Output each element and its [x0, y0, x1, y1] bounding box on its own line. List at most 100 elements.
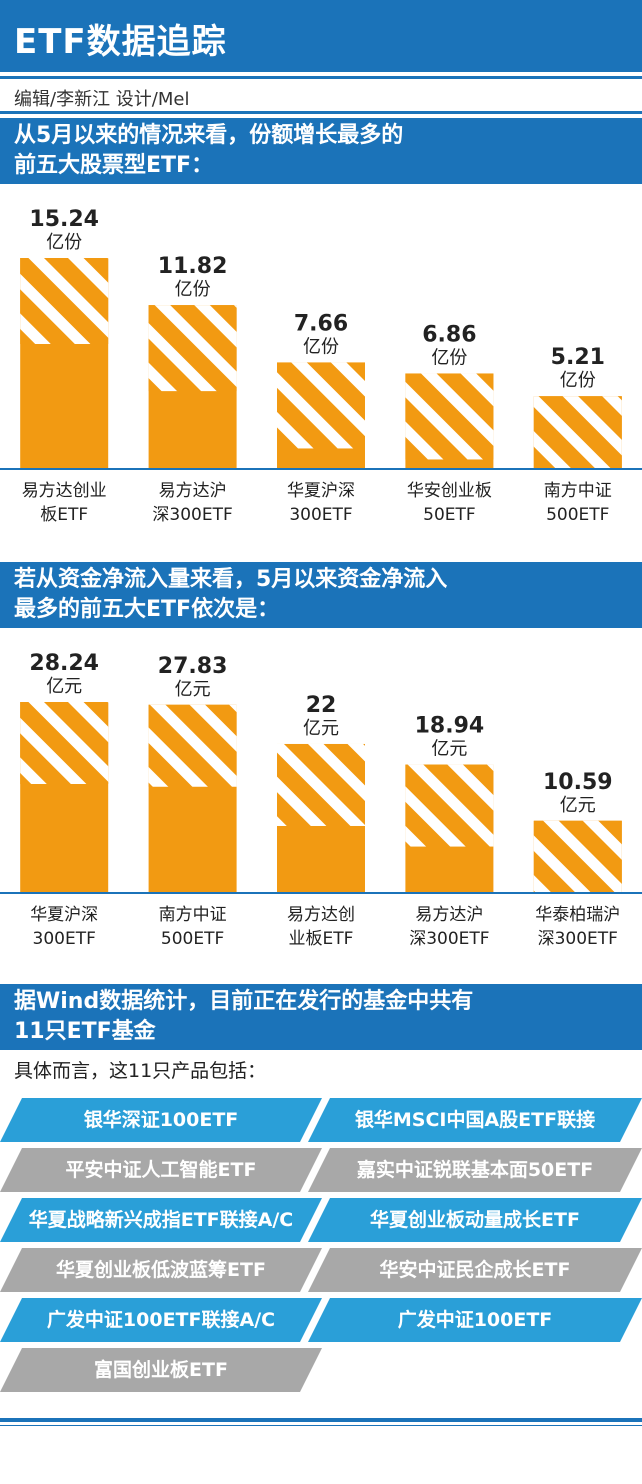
fund-list-item: 广发中证100ETF联接A/C: [0, 1298, 322, 1342]
fund-name: 华夏创业板动量成长ETF: [370, 1209, 580, 1231]
title-divider: [0, 76, 642, 79]
fund-list-item: 银华MSCI中国A股ETF联接: [308, 1098, 642, 1142]
category-label: 深300ETF: [409, 929, 489, 949]
bar-stripe-cap: [277, 743, 365, 826]
fund-name: 银华MSCI中国A股ETF联接: [354, 1109, 596, 1131]
fund-item-background: [0, 1348, 322, 1392]
fund-item-background: [308, 1248, 642, 1292]
net-inflow-bar-chart: 28.24亿元华夏沪深300ETF27.83亿元南方中证500ETF22亿元易方…: [0, 651, 642, 949]
fund-list-intro: 具体而言，这11只产品包括：: [14, 1060, 267, 1082]
category-label: 300ETF: [289, 505, 352, 525]
value-label: 22: [306, 693, 337, 718]
bar-stripe-cap: [148, 704, 237, 787]
value-label: 5.21: [551, 345, 605, 370]
value-label: 27.83: [158, 654, 228, 679]
fund-list-item: 广发中证100ETF: [308, 1298, 642, 1342]
fund-list-item: 银华深证100ETF: [0, 1098, 322, 1142]
bar-stripe-cap: [20, 702, 109, 784]
section1-heading-line1: 从5月以来的情况来看，份额增长最多的: [14, 123, 404, 148]
bottom-divider-thin: [0, 1425, 642, 1426]
section3-heading-line1: 据Wind数据统计，目前正在发行的基金中共有: [14, 989, 474, 1014]
fund-item-background: [0, 1298, 322, 1342]
credits-divider: [0, 111, 642, 114]
unit-label: 亿份: [303, 336, 339, 357]
fund-list-item: 华夏创业板低波蓝筹ETF: [0, 1248, 322, 1292]
fund-item-background: [308, 1298, 642, 1342]
fund-item-background: [308, 1198, 642, 1242]
fund-item-background: [0, 1098, 322, 1142]
fund-list-item: 华夏战略新兴成指ETF联接A/C: [0, 1198, 322, 1242]
credits-line: 编辑/李新江 设计/Mel: [14, 89, 190, 110]
bar-stripe-cap: [148, 305, 237, 392]
fund-list-item: 嘉实中证锐联基本面50ETF: [308, 1148, 642, 1192]
fund-list-item: 平安中证人工智能ETF: [0, 1148, 322, 1192]
bar-stripe-cap: [20, 258, 109, 344]
section2-heading-line2: 最多的前五大ETF依次是：: [14, 597, 280, 622]
unit-label: 亿份: [560, 370, 596, 391]
category-label: 深300ETF: [538, 929, 618, 949]
fund-list: 银华深证100ETF 银华MSCI中国A股ETF联接平安中证人工智能ETF 嘉实中证…: [0, 1098, 642, 1408]
fund-item-background: [0, 1248, 322, 1292]
category-label: 300ETF: [33, 929, 96, 949]
bottom-divider: [0, 1418, 642, 1422]
category-label: 易方达创业: [22, 481, 107, 501]
category-label: 南方中证: [544, 481, 612, 501]
category-label: 易方达沪: [159, 481, 227, 501]
unit-label: 亿元: [46, 676, 82, 697]
value-label: 7.66: [294, 311, 348, 336]
fund-name: 华安中证民企成长ETF: [379, 1259, 571, 1281]
section3-heading-line2: 11只ETF基金: [14, 1019, 156, 1044]
fund-list-item: 富国创业板ETF: [0, 1348, 322, 1392]
unit-label: 亿元: [175, 679, 211, 700]
unit-label: 亿元: [431, 739, 467, 760]
fund-list-item: 华夏创业板动量成长ETF: [308, 1198, 642, 1242]
category-label: 易方达沪: [415, 905, 483, 925]
section2-heading-line1: 若从资金净流入量来看，5月以来资金净流入: [14, 567, 448, 592]
category-label: 华夏沪深: [287, 481, 355, 501]
fund-list-item: 华安中证民企成长ETF: [308, 1248, 642, 1292]
category-label: 深300ETF: [152, 505, 232, 525]
category-label: 易方达创: [287, 905, 355, 925]
fund-item-background: [0, 1148, 322, 1192]
fund-name: 华夏战略新兴成指ETF联接A/C: [28, 1209, 294, 1231]
bar-stripe-cap: [405, 373, 494, 460]
category-label: 华安创业板: [407, 481, 492, 501]
category-label: 50ETF: [423, 505, 476, 525]
value-label: 18.94: [415, 714, 485, 739]
bar-stripe-cap: [533, 820, 622, 892]
fund-name: 平安中证人工智能ETF: [65, 1159, 257, 1181]
unit-label: 亿元: [303, 718, 339, 739]
fund-name: 银华深证100ETF: [83, 1109, 239, 1131]
category-label: 华夏沪深: [30, 905, 98, 925]
value-label: 10.59: [543, 770, 613, 795]
title-bar: ETF数据追踪: [0, 0, 642, 72]
fund-name: 嘉实中证锐联基本面50ETF: [356, 1159, 594, 1181]
category-label: 500ETF: [161, 929, 224, 949]
unit-label: 亿份: [46, 232, 82, 253]
section2-heading: 若从资金净流入量来看，5月以来资金净流入 最多的前五大ETF依次是：: [0, 562, 642, 628]
value-label: 6.86: [422, 322, 476, 347]
value-label: 28.24: [29, 651, 99, 676]
category-label: 华泰柏瑞沪: [535, 905, 620, 925]
fund-name: 广发中证100ETF联接A/C: [46, 1309, 276, 1331]
category-label: 500ETF: [546, 505, 609, 525]
unit-label: 亿份: [431, 347, 467, 368]
category-label: 板ETF: [40, 505, 88, 525]
section1-heading-line2: 前五大股票型ETF：: [14, 153, 214, 178]
unit-label: 亿元: [560, 795, 596, 816]
fund-name: 富国创业板ETF: [94, 1359, 228, 1381]
section3-heading: 据Wind数据统计，目前正在发行的基金中共有 11只ETF基金: [0, 984, 642, 1050]
section1-heading: 从5月以来的情况来看，份额增长最多的 前五大股票型ETF：: [0, 118, 642, 184]
fund-item-background: [308, 1148, 642, 1192]
category-label: 南方中证: [159, 905, 227, 925]
fund-name: 广发中证100ETF: [397, 1309, 553, 1331]
